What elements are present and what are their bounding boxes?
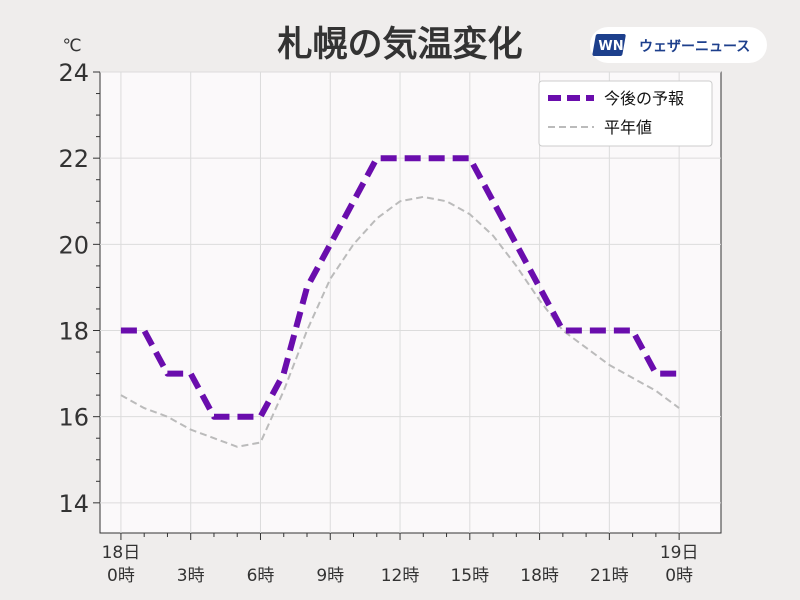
x-tick-label-hour: 12時 [381, 566, 420, 586]
x-tick-label-date: 19日 [660, 543, 699, 563]
x-tick-label-date: 18日 [102, 543, 141, 563]
x-tick-label-hour: 0時 [665, 566, 693, 586]
y-axis-unit: ℃ [62, 36, 81, 56]
legend: 今後の予報 平年値 [538, 80, 713, 147]
x-tick-label-hour: 9時 [316, 566, 344, 586]
y-tick-label: 18 [58, 318, 89, 346]
legend-box [538, 80, 713, 147]
y-tick-label: 14 [58, 490, 89, 518]
plot-area [99, 71, 722, 534]
y-tick-label: 24 [58, 59, 89, 87]
wn-logo-mark-text: WN [598, 39, 623, 54]
x-tick-label-hour: 18時 [520, 566, 559, 586]
x-tick-label-hour: 0時 [107, 566, 135, 586]
y-tick-label: 20 [58, 231, 89, 259]
x-tick-label-hour: 3時 [177, 566, 205, 586]
legend-label-normal: 平年値 [604, 118, 652, 137]
x-tick-label-hour: 21時 [590, 566, 629, 586]
y-tick-label: 22 [58, 145, 89, 173]
wn-logo-mark [592, 34, 626, 56]
series-layer [120, 155, 680, 448]
normal-series-line [120, 195, 680, 448]
brand-logo-background [590, 27, 767, 63]
legend-label-forecast: 今後の予報 [604, 89, 684, 108]
brand-logo-text: ウェザーニュース [639, 39, 750, 55]
forecast-series-line [120, 155, 680, 420]
brand-logo: WN ウェザーニュース [590, 27, 767, 63]
grid-lines [100, 71, 721, 533]
y-tick-label: 16 [58, 404, 89, 432]
x-tick-label-hour: 6時 [247, 566, 275, 586]
chart-title: 札幌の気温変化 [277, 24, 522, 65]
axes: 14 16 18 20 22 24 18日 0時 3時 6時 9時 12時 15時 18時 21時 19日 0時 [58, 59, 698, 586]
x-tick-label-hour: 15時 [450, 566, 489, 586]
